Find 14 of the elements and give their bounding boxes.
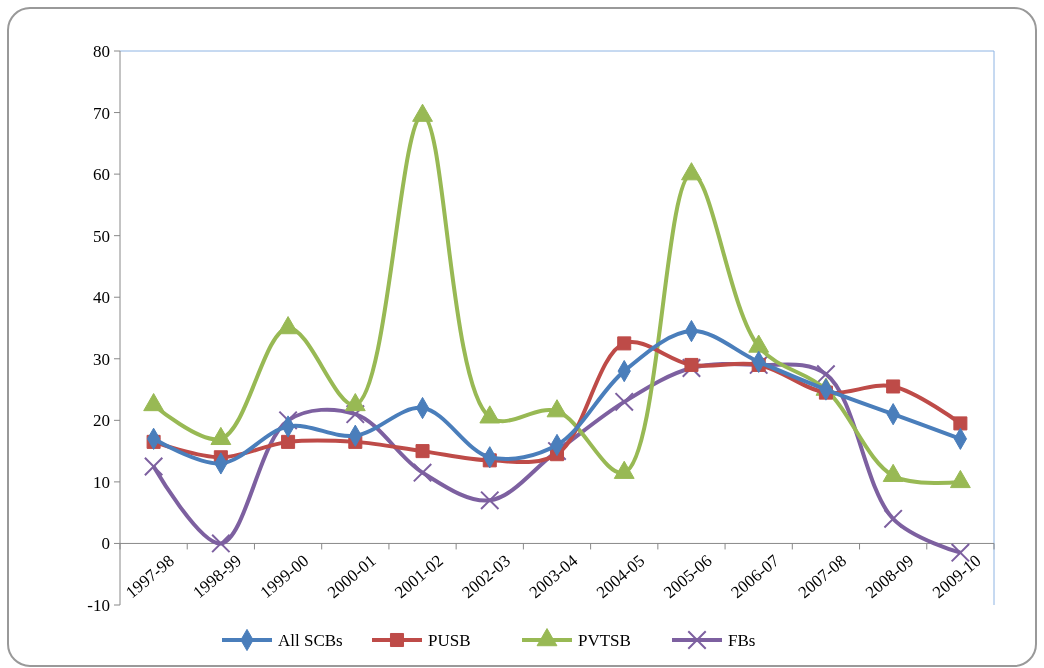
y-tick-label: 30 — [93, 349, 110, 369]
y-tick-label: -10 — [87, 595, 110, 615]
y-tick-label: 10 — [93, 472, 110, 492]
legend-label: FBs — [728, 630, 756, 650]
y-tick-label: 0 — [101, 534, 110, 554]
legend-label: PUSB — [428, 630, 471, 650]
y-tick-label: 40 — [93, 288, 110, 308]
legend-label: All SCBs — [278, 630, 343, 650]
y-tick-label: 20 — [93, 411, 110, 431]
y-tick-label: 70 — [93, 103, 110, 123]
legend-label: PVTSB — [578, 630, 631, 650]
y-tick-label: 50 — [93, 226, 110, 246]
y-tick-label: 80 — [93, 41, 110, 61]
y-tick-label: 60 — [93, 165, 110, 185]
